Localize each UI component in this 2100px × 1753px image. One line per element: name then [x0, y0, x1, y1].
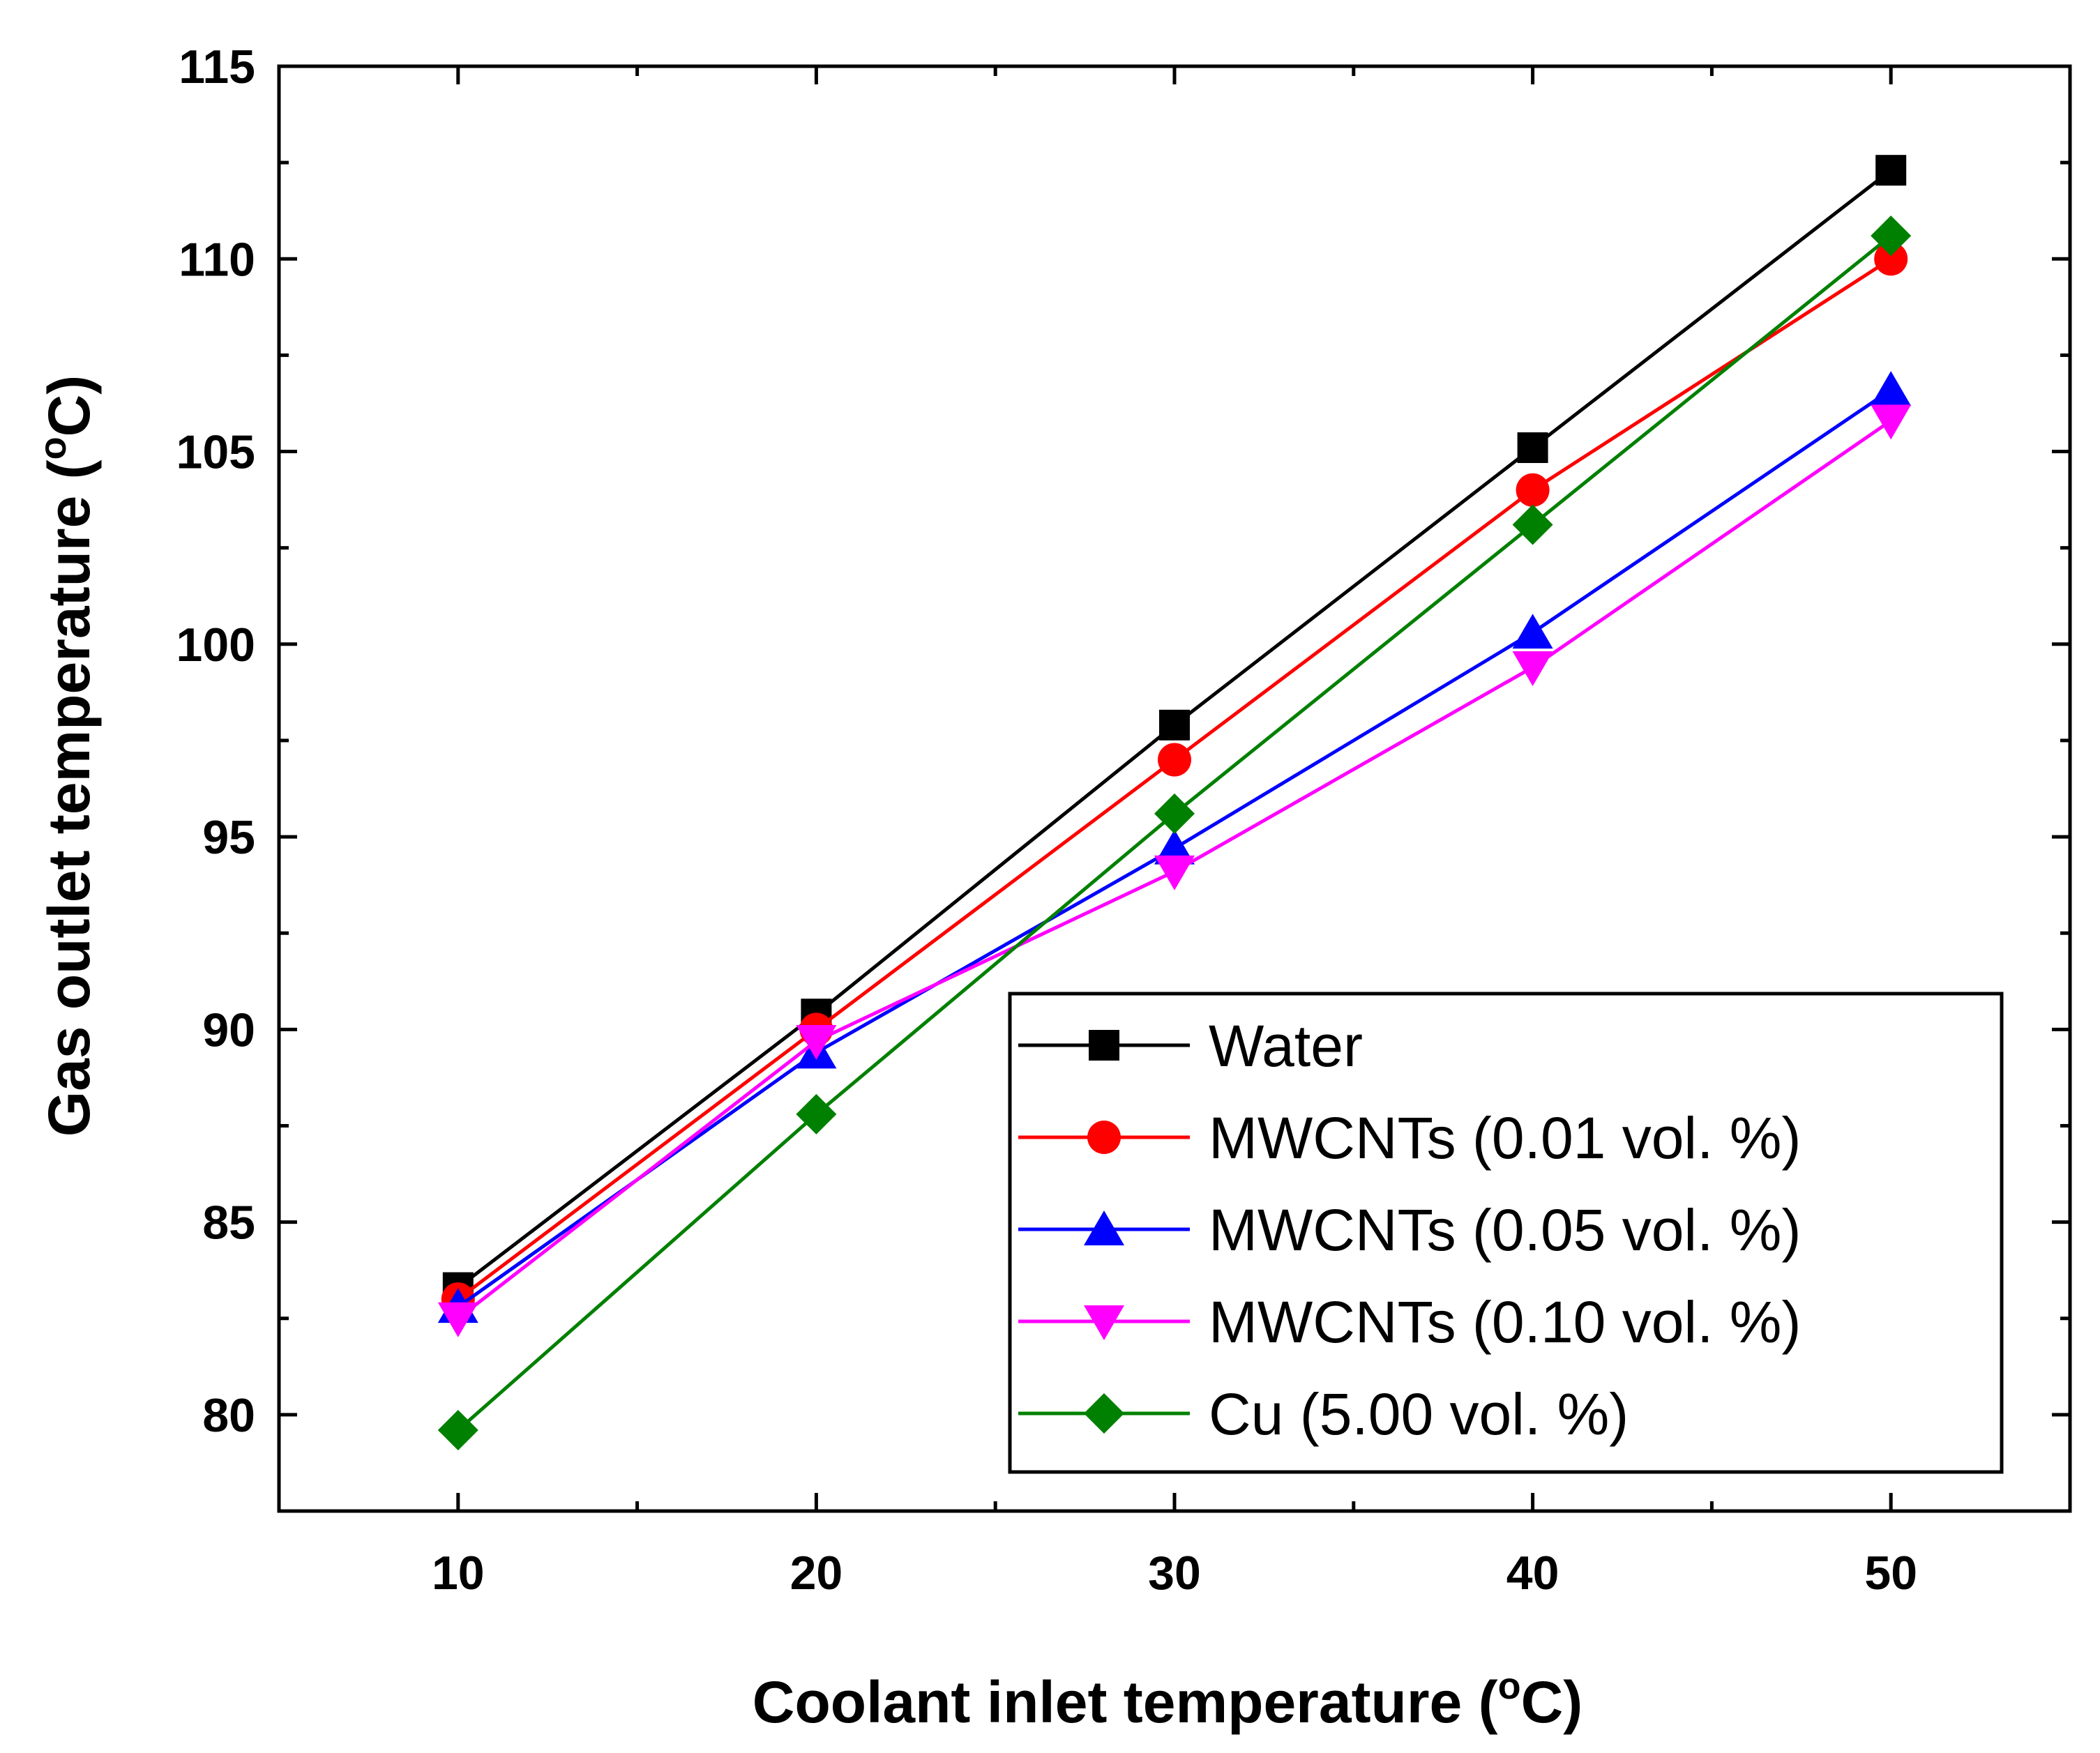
legend-marker [1087, 1121, 1121, 1154]
y-tick-label: 90 [202, 1003, 255, 1056]
legend-marker [1084, 1211, 1124, 1245]
series-3 [437, 404, 1912, 1337]
y-tick-label: 80 [202, 1389, 255, 1442]
series-layer [437, 155, 1912, 1450]
data-point [437, 1409, 478, 1450]
data-point [1516, 473, 1550, 507]
legend-marker [1084, 1393, 1124, 1434]
data-point [1154, 793, 1195, 834]
legend-marker [1089, 1030, 1119, 1061]
legend-label: MWCNTs (0.01 vol. %) [1209, 1105, 1801, 1171]
series-4 [437, 215, 1912, 1450]
y-tick-label: 110 [179, 233, 255, 286]
legend-label: Cu (5.00 vol. %) [1209, 1381, 1629, 1447]
x-tick-label: 20 [790, 1547, 843, 1600]
y-axis-title: Gas outlet temperature (oC) [32, 375, 102, 1137]
legend-entry: Cu (5.00 vol. %) [1018, 1381, 1629, 1447]
legend-label: MWCNTs (0.05 vol. %) [1209, 1197, 1801, 1263]
data-point [437, 1302, 478, 1337]
legend-entry: MWCNTs (0.05 vol. %) [1018, 1197, 1801, 1263]
data-point [1874, 242, 1908, 276]
x-tick-label: 40 [1506, 1547, 1559, 1600]
data-point [1512, 614, 1553, 649]
legend-marker [1084, 1305, 1124, 1340]
data-point [1512, 651, 1553, 686]
data-point [1158, 743, 1191, 777]
x-tick-label: 50 [1864, 1547, 1917, 1600]
data-point [1871, 371, 1912, 407]
data-point [1159, 709, 1190, 741]
legend-entry: Water [1018, 1013, 1363, 1079]
legend: Water MWCNTs (0.01 vol. %) MWCNTs (0.05 vo… [1008, 992, 2004, 1474]
legend-entry: MWCNTs (0.10 vol. %) [1018, 1289, 1801, 1355]
data-point [1154, 855, 1195, 890]
data-point [1875, 155, 1907, 186]
data-point [796, 1093, 837, 1134]
legend-label: Water [1209, 1013, 1363, 1079]
data-point [1871, 215, 1912, 257]
y-tick-label: 100 [176, 619, 255, 671]
data-point [1512, 504, 1553, 545]
y-tick-label: 105 [176, 426, 255, 479]
legend-box [1008, 992, 2004, 1474]
axes: 10 20 30 40 50 80 85 90 95 100 105 110 115 [176, 40, 2072, 1600]
x-axis-title: Coolant inlet temperature (oC) [753, 1665, 1582, 1735]
x-tick-label: 30 [1148, 1547, 1201, 1600]
data-point [1517, 432, 1548, 464]
y-tick-label: 95 [202, 811, 255, 864]
data-point [1871, 404, 1912, 440]
y-tick-label: 85 [202, 1197, 255, 1250]
y-tick-label: 115 [179, 40, 255, 93]
data-point [796, 1024, 837, 1060]
legend-entry: MWCNTs (0.01 vol. %) [1018, 1105, 1801, 1171]
x-tick-label: 10 [432, 1547, 485, 1600]
legend-label: MWCNTs (0.10 vol. %) [1209, 1289, 1801, 1355]
